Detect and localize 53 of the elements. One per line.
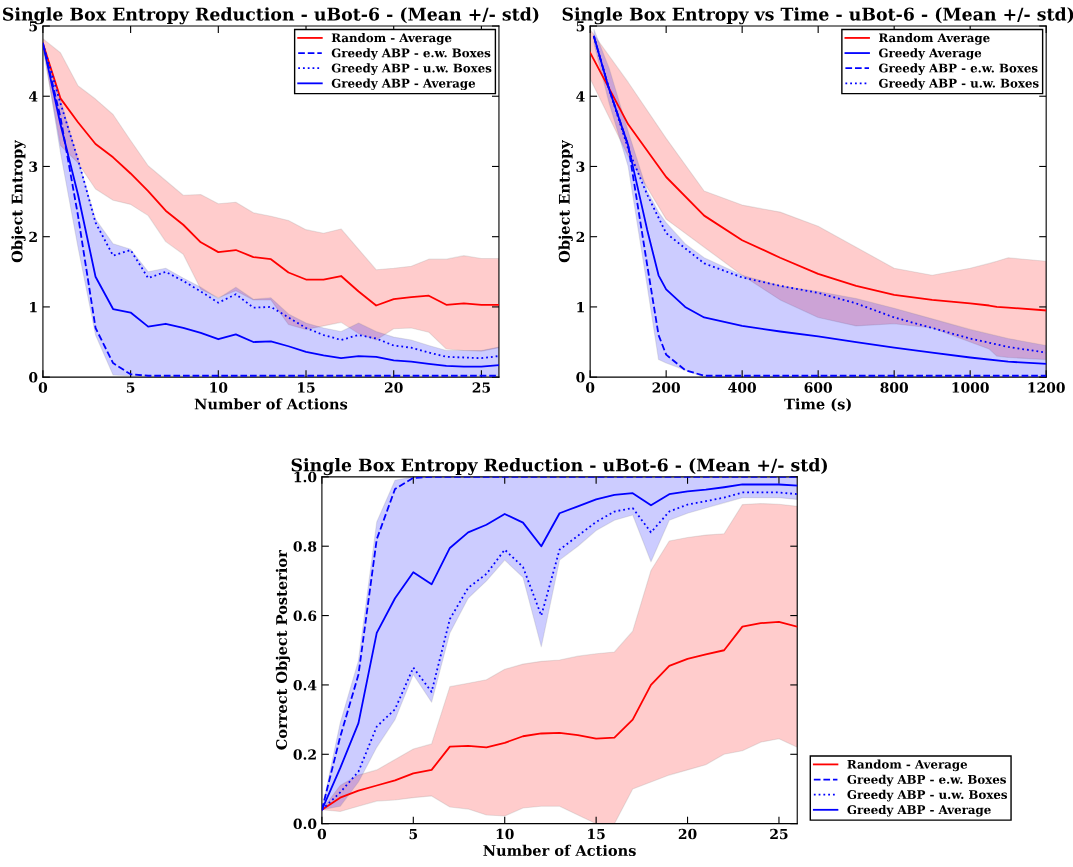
x-tick-label: 25 [472,382,491,393]
y-tick-label: 0.4 [293,679,317,691]
legend-label: Greedy ABP - e.w. Boxes [878,63,1038,75]
x-axis-title: Number of Actions [483,844,636,857]
x-tick-label: 5 [409,828,418,840]
legend-label: Greedy ABP - Average [331,78,476,91]
legend-label: Greedy Average [878,48,982,60]
x-tick-label: 600 [804,382,833,393]
x-tick-label: 200 [652,382,680,393]
y-tick-label: 1 [577,301,584,313]
x-tick-label: 20 [384,382,403,393]
legend-label: Random - Average [331,33,452,45]
y-axis-title: Correct Object Posterior [275,550,291,750]
x-axis-title: Number of Actions [194,398,348,410]
y-tick-label: 0.8 [293,541,317,552]
x-tick-label: 10 [496,828,514,840]
y-tick-label: 0.2 [293,749,316,760]
x-axis-title: Time (s) [784,398,851,412]
x-tick-label: 20 [678,828,697,840]
y-tick-label: 2 [29,231,37,242]
legend-label: Greedy ABP - u.w. Boxes [331,63,492,75]
y-tick-label: 4 [576,91,585,102]
y-tick-label: 3 [576,161,585,172]
legend-label: Greedy ABP - Average [847,804,991,817]
x-tick-label: 15 [588,828,605,840]
x-tick-label: 5 [126,382,135,393]
y-tick-label: 4 [28,91,38,102]
legend-label: Random - Average [847,759,968,772]
y-tick-label: 0 [29,372,38,383]
x-tick-label: 400 [728,382,756,393]
x-tick-label: 1000 [952,382,989,393]
y-axis-title: Object Entropy [558,139,573,263]
y-axis-title: Object Entropy [11,139,26,263]
x-tick-label: 0 [317,828,327,840]
x-tick-label: 1200 [1028,382,1065,393]
y-tick-label: 1 [30,301,37,313]
legend-label: Greedy ABP - e.w. Boxes [847,774,1006,787]
x-tick-label: 10 [210,382,228,393]
legend-label: Greedy ABP - u.w. Boxes [878,78,1039,91]
y-tick-label: 3 [29,161,38,172]
y-tick-label: 0 [576,372,585,383]
x-tick-label: 25 [770,828,788,840]
y-tick-label: 0.0 [293,818,317,830]
x-tick-label: 0 [585,382,595,393]
y-tick-label: 0.6 [293,610,317,622]
legend-label: Greedy ABP - e.w. Boxes [331,48,491,60]
legend-label: Greedy ABP - u.w. Boxes [847,789,1008,802]
x-tick-label: 15 [298,382,315,393]
line-series [321,620,798,811]
x-tick-label: 800 [880,382,909,393]
legend-label: Random Average [879,33,990,45]
x-tick-label: 0 [38,382,48,393]
y-tick-label: 2 [576,231,585,242]
